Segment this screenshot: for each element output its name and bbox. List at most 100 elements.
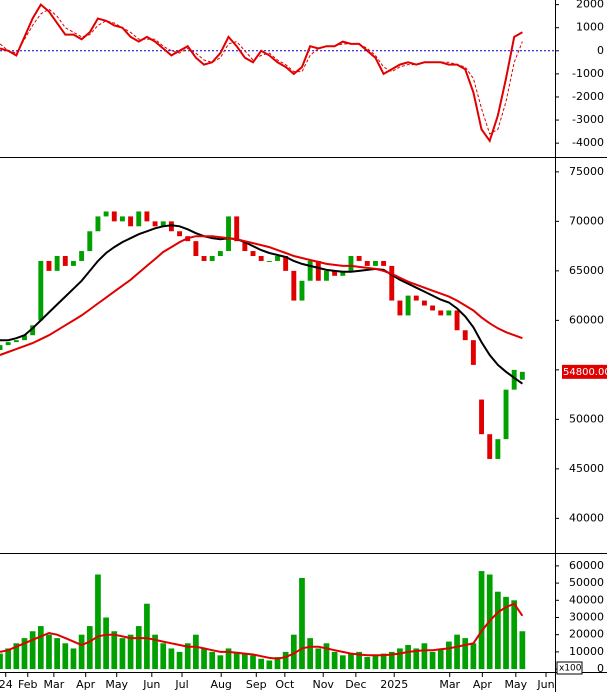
candle <box>95 216 101 232</box>
x-tick-label: 24 <box>0 678 13 691</box>
candle <box>503 389 509 440</box>
volume-bar <box>315 648 322 670</box>
candle <box>103 211 109 217</box>
volume-bar <box>446 641 452 670</box>
line-series <box>0 224 523 385</box>
candle <box>258 256 264 261</box>
volume-bar <box>217 655 224 670</box>
y-tick-label: 30000 <box>569 610 604 623</box>
volume-bar <box>413 648 420 670</box>
volume-bar <box>135 626 142 670</box>
y-tick-label: 50000 <box>569 576 604 589</box>
candle <box>389 265 395 301</box>
volume-bar <box>103 617 109 670</box>
x-tick-label: May <box>105 678 128 691</box>
volume-bar <box>29 631 36 670</box>
x-tick-label: Jul <box>174 678 188 691</box>
candle <box>71 260 76 266</box>
x-tick-label: Mar <box>439 678 460 691</box>
volume-bar <box>78 634 85 670</box>
volume-bar <box>258 658 265 670</box>
candle <box>144 211 150 222</box>
volume-bar <box>46 634 52 670</box>
volume-bar <box>511 600 518 670</box>
candle <box>201 256 207 261</box>
candle <box>332 270 338 276</box>
x-tick-label: Feb <box>18 678 37 691</box>
volume-bar <box>266 660 273 670</box>
candle <box>226 216 231 252</box>
candle <box>22 335 27 341</box>
volume-bar <box>37 626 44 670</box>
volume-bar <box>405 645 411 670</box>
volume-bar <box>282 651 289 670</box>
candle <box>5 342 11 346</box>
price-tag-label: 54800.00 <box>563 367 607 378</box>
volume-bar <box>152 634 158 670</box>
y-tick-label: 70000 <box>569 214 604 227</box>
candle <box>111 211 117 222</box>
candle <box>160 221 166 227</box>
volume-bar <box>201 648 207 670</box>
candle <box>487 434 493 459</box>
y-tick-label: 2000 <box>576 0 604 11</box>
y-tick-label: 40000 <box>569 511 604 524</box>
candle <box>462 330 468 341</box>
volume-bar <box>250 655 256 670</box>
y-tick-label: -3000 <box>572 113 604 126</box>
candle <box>128 216 134 227</box>
y-tick-label: -4000 <box>572 136 604 149</box>
candle <box>421 300 427 306</box>
y-tick-label: 75000 <box>569 165 604 178</box>
candle <box>209 256 215 261</box>
candle <box>266 260 272 262</box>
volume-bar <box>176 651 183 670</box>
candle <box>193 241 199 257</box>
candle <box>381 260 387 266</box>
volume-bar <box>184 643 191 670</box>
candle <box>479 399 484 435</box>
candle <box>119 216 125 222</box>
x-tick-label: 2025 <box>380 678 408 691</box>
volume-bar <box>62 643 69 670</box>
volume-bar <box>519 631 526 670</box>
unit-label: x100 <box>559 664 582 674</box>
y-tick-label: 45000 <box>569 462 604 475</box>
candle <box>495 439 501 459</box>
volume-bar <box>111 631 118 670</box>
candle <box>454 310 460 331</box>
candle <box>291 270 297 301</box>
volume-bar <box>495 591 501 670</box>
y-tick-label: -2000 <box>572 90 604 103</box>
candle <box>315 260 321 281</box>
candle <box>275 256 280 261</box>
candle <box>397 300 403 316</box>
volume-bar <box>380 653 387 670</box>
volume-bar <box>86 626 93 670</box>
volume-bar <box>209 651 216 670</box>
candle <box>54 256 60 271</box>
x-tick-label: May <box>504 678 527 691</box>
volume-bar <box>70 648 77 670</box>
volume-bar <box>274 657 281 670</box>
candle <box>405 295 411 316</box>
price-tag <box>562 364 607 379</box>
candle <box>348 256 354 271</box>
volume-bar <box>323 643 330 670</box>
candle <box>430 305 436 311</box>
candle <box>364 260 370 266</box>
volume-bar <box>95 574 101 670</box>
candle <box>217 251 223 257</box>
y-tick-label: 1000 <box>576 21 604 34</box>
candle <box>79 251 85 261</box>
x-tick-label: Aug <box>210 678 231 691</box>
volume-bar <box>160 643 167 670</box>
line-series <box>0 8 523 135</box>
x-tick-label: Apr <box>76 678 96 691</box>
volume-bar <box>5 648 12 670</box>
volume-bar <box>388 651 395 670</box>
candle <box>152 221 158 227</box>
candle <box>250 251 256 257</box>
candle <box>168 221 174 232</box>
x-tick-label: Dec <box>345 678 366 691</box>
